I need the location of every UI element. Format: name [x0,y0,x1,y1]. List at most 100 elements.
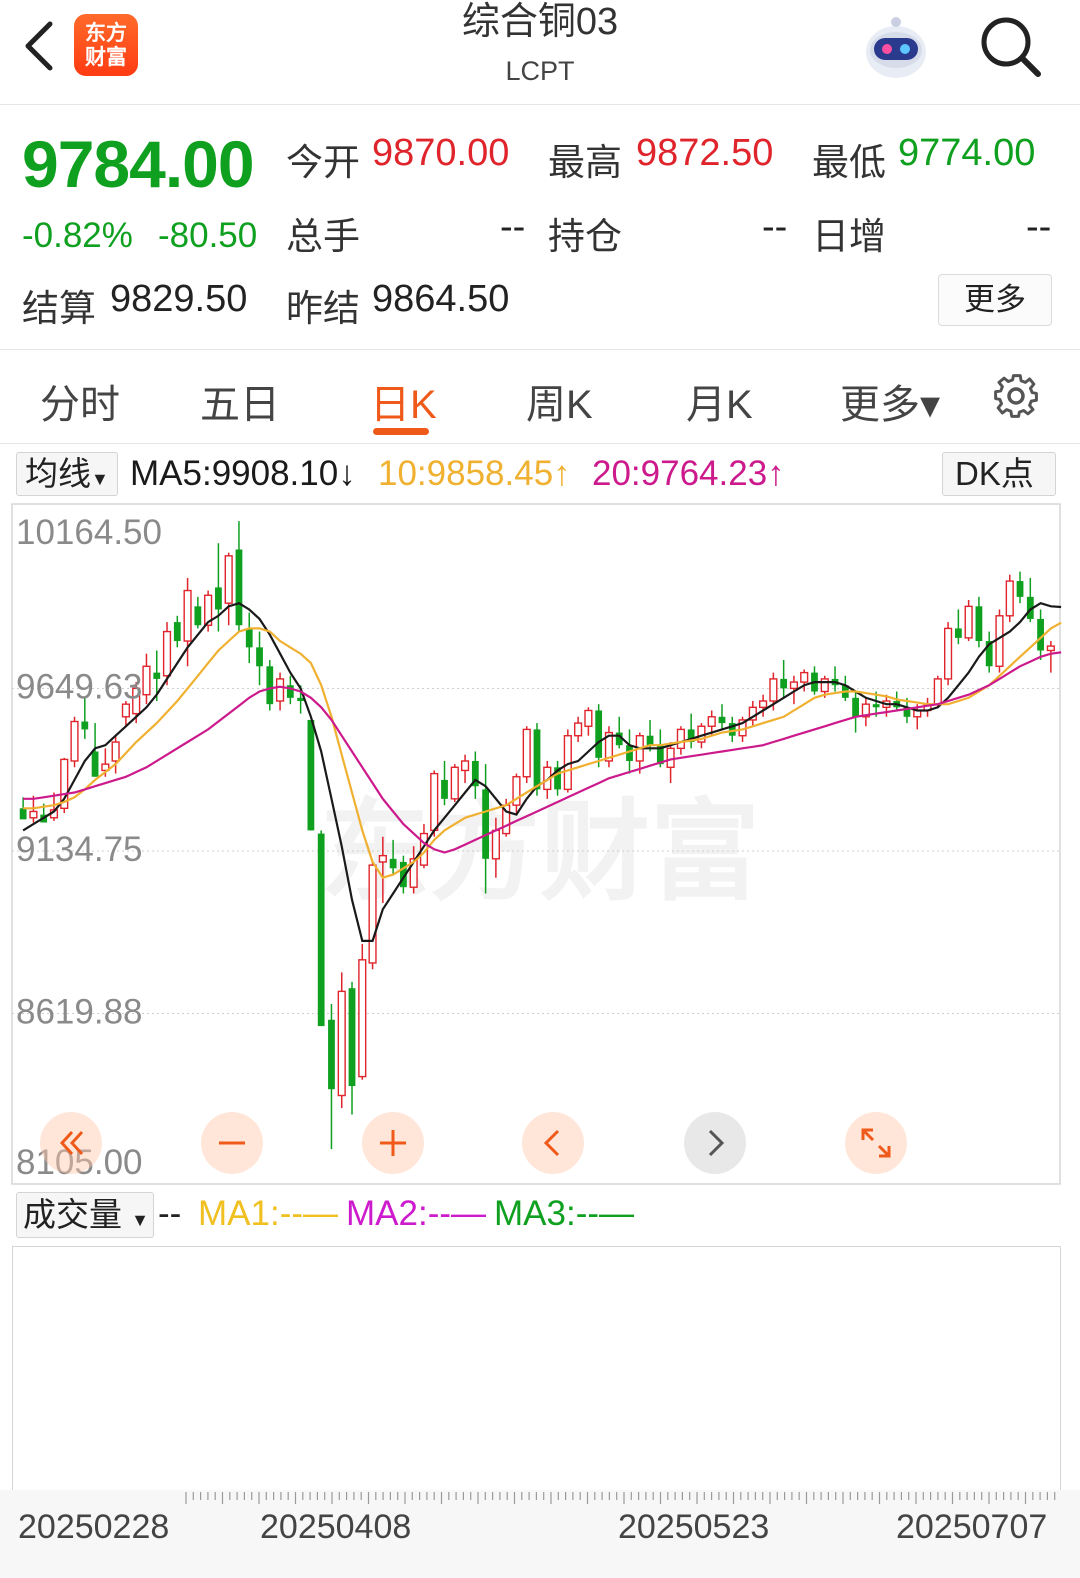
candle-body [430,772,439,832]
candle-body [820,678,829,693]
scroll-right-button[interactable] [684,1112,746,1174]
low-value: 9774.00 [898,132,1036,174]
candle-body [183,589,192,642]
tab-five-day[interactable]: 五日 [200,383,280,427]
candle-body [450,766,459,800]
candle-body [595,710,603,758]
candle-body [81,721,89,730]
scroll-far-left-button[interactable] [40,1112,102,1174]
y-tick-label: 9649.63 [16,667,143,706]
ma10-value: 10:9858.45↑ [378,454,571,493]
scroll-left-button[interactable] [522,1112,584,1174]
date-ticks [185,1492,1056,1504]
open-interest-value: -- [762,206,788,248]
candle-body [604,731,614,762]
candle-body [964,605,973,639]
candle-body [718,716,726,724]
candle-body [91,751,99,777]
sub-indicator-selector[interactable]: 成交量 ▼ [16,1192,154,1238]
candle-body [800,671,809,683]
candle-body [153,672,161,679]
candle-body [235,549,243,626]
volume-panel[interactable] [12,1246,1061,1494]
candle-body [256,647,263,667]
more-quote-button[interactable]: 更多 [938,274,1052,326]
dropdown-arrow-icon: ▼ [131,1210,149,1230]
candle-body [307,719,315,831]
candle-body [286,685,294,698]
date-label-3: 20250523 [618,1508,770,1546]
candle-body [769,678,778,702]
tab-intraday[interactable]: 分时 [40,383,120,427]
candle-body [933,678,942,705]
open-label: 今开 [286,142,360,183]
candle-body [1046,645,1055,652]
candle-body [615,732,623,746]
open-interest-label: 持仓 [548,216,622,257]
candle-body [328,1019,335,1090]
dk-point-button[interactable]: DK点 [942,452,1056,496]
candle-body [297,697,305,702]
tab-more[interactable]: 更多▾ [840,383,941,427]
zoom-in-button[interactable] [362,1112,424,1174]
vol-ma3: MA3:--— [494,1194,634,1233]
tab-weekly-k[interactable]: 周K [526,383,593,427]
indicator-selector[interactable]: 均线▼ [16,452,118,496]
page-subtitle: LCPT [505,56,575,86]
candle-body [204,594,213,626]
dk-point-label: DK点 [955,455,1034,492]
candle-body [676,728,685,750]
candle-body [224,555,233,604]
y-tick-label: 9134.75 [16,830,143,869]
ma-line-ma10 [23,621,1062,879]
chevron-right-icon [708,1129,725,1157]
back-arrow-icon[interactable] [18,18,62,74]
high-label: 最高 [548,142,622,183]
candle-body [441,779,448,799]
search-icon[interactable] [976,12,1044,80]
candle-body [1037,618,1044,651]
candle-body [687,729,695,743]
robot-assistant-icon[interactable] [860,12,932,84]
candle-body [142,665,151,696]
candle-body [1005,580,1014,617]
date-axis [0,1490,1080,1578]
candle-body [400,861,407,888]
candle-body [1026,596,1034,619]
candle-body [482,789,490,859]
candle-body [789,681,799,690]
kline-chart[interactable]: 东方财富 10164.509649.639134.758619.888105.0… [0,500,1080,1188]
candle-body [19,808,27,820]
ma-line-ma20 [23,651,1062,854]
candle-body [707,716,716,727]
last-price: 9784.00 [22,127,255,201]
top-bar: 东方 财富 综合铜03 LCPT [0,0,1080,105]
candle-body [194,606,202,626]
candle-body [954,628,962,638]
volume-value: -- [158,1194,182,1233]
app-logo: 东方 财富 [74,14,138,76]
candle-body [348,988,356,1087]
candle-body [491,829,500,860]
change-percent: -0.82% [22,216,133,255]
prev-settle-label: 昨结 [286,288,360,329]
candle-body [337,990,346,1097]
y-tick-label: 8619.88 [16,992,143,1031]
tab-daily-k[interactable]: 日K [370,383,437,427]
gear-icon[interactable] [990,370,1042,422]
candle-body [646,735,654,746]
candle-body [317,833,325,1027]
volume-label: 总手 [286,216,360,257]
candle-body [780,678,788,689]
candle-body [389,858,397,869]
low-label: 最低 [812,142,886,183]
tab-monthly-k[interactable]: 月K [686,383,753,427]
fullscreen-button[interactable] [845,1112,907,1174]
daily-increase-label: 日增 [812,216,886,257]
zoom-out-button[interactable] [201,1112,263,1174]
change-amount: -80.50 [158,216,258,255]
candle-body [574,722,583,737]
candle-body [358,959,367,1078]
candle-body [368,864,377,964]
candle-body [121,703,131,718]
